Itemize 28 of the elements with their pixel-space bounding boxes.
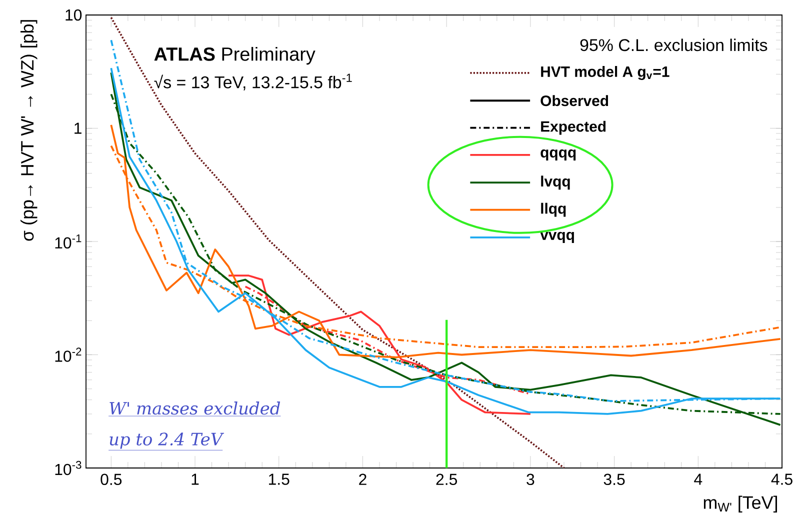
y-tick-label: 10$^{-3}$ bbox=[55, 460, 82, 476]
x-tick-label: 2.5 bbox=[436, 474, 457, 486]
y-tick-label: 10$^{-1}$ bbox=[55, 234, 82, 249]
annotation: W' masses excluded bbox=[110, 402, 280, 415]
text: ATLAS Preliminary bbox=[154, 46, 316, 65]
x-tick-label: 2 bbox=[359, 474, 366, 485]
annotation: Expected bbox=[541, 120, 606, 135]
x-tick-label: 4 bbox=[694, 474, 702, 485]
legend-label: llqq bbox=[541, 202, 566, 217]
y-tick-label: 1 bbox=[74, 122, 82, 134]
annotation: Observed bbox=[540, 95, 608, 106]
y-tick-label: 10 bbox=[66, 9, 82, 21]
x-axis-title: m$_{W'}$ [TeV] bbox=[704, 496, 777, 512]
legend-label: lvqq bbox=[541, 176, 570, 190]
legend-label: qqqq bbox=[540, 149, 576, 161]
x-tick-label: 1.5 bbox=[269, 474, 290, 485]
legend-label: HVT model A g$_{v}$=1 bbox=[541, 66, 670, 80]
legend-title: 95% C.L. exclusion limits bbox=[580, 38, 768, 52]
annotation: up to 2.4 TeV bbox=[110, 432, 224, 449]
x-tick-label: 0.5 bbox=[100, 474, 122, 486]
y-tick-label: 10$^{-2}$ bbox=[55, 348, 82, 362]
x-tick-label: 4.5 bbox=[771, 474, 792, 485]
legend-label: vvqq bbox=[540, 232, 574, 243]
text: √s = 13 TeV, 13.2-15.5 fb$^{-1}$ bbox=[154, 74, 352, 90]
x-tick-label: 3 bbox=[526, 474, 534, 486]
x-tick-label: 1 bbox=[192, 474, 199, 485]
x-tick-label: 3.5 bbox=[604, 474, 625, 486]
y-axis-title: σ (pp→ HVT W' → WZ) [pb] bbox=[20, 20, 38, 241]
